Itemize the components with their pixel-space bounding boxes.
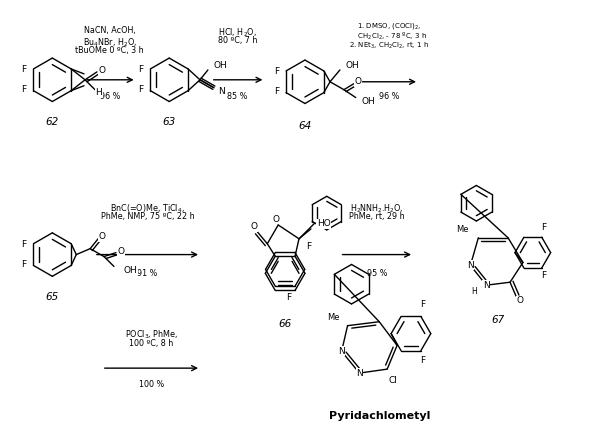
Text: OH: OH bbox=[346, 62, 359, 70]
Text: 85 %: 85 % bbox=[227, 92, 248, 101]
Text: POCl$_3$, PhMe,: POCl$_3$, PhMe, bbox=[125, 329, 178, 341]
Text: Me: Me bbox=[456, 225, 469, 234]
Text: F: F bbox=[541, 223, 546, 232]
Text: OH: OH bbox=[214, 62, 227, 70]
Text: O: O bbox=[98, 232, 106, 241]
Text: Pyridachlometyl: Pyridachlometyl bbox=[329, 411, 430, 420]
Text: N: N bbox=[467, 261, 474, 270]
Text: H$_2$NNH$_2$.H$_2$O,: H$_2$NNH$_2$.H$_2$O, bbox=[350, 202, 404, 215]
Text: 64: 64 bbox=[298, 121, 311, 131]
Text: F: F bbox=[22, 66, 26, 74]
Text: 65: 65 bbox=[46, 292, 59, 302]
Text: O: O bbox=[354, 77, 361, 86]
Text: 63: 63 bbox=[163, 117, 176, 127]
Text: Bu$_4$NBr, H$_2$O,: Bu$_4$NBr, H$_2$O, bbox=[83, 36, 137, 49]
Text: F: F bbox=[420, 356, 425, 365]
Text: BnC(=O)Me, TiCl$_4$,: BnC(=O)Me, TiCl$_4$, bbox=[110, 202, 185, 215]
Text: 80 ºC, 7 h: 80 ºC, 7 h bbox=[218, 36, 257, 45]
Text: N: N bbox=[338, 347, 345, 356]
Text: F: F bbox=[274, 67, 279, 76]
Text: PhMe, NMP, 75 ºC, 22 h: PhMe, NMP, 75 ºC, 22 h bbox=[101, 212, 194, 221]
Text: F: F bbox=[138, 66, 143, 74]
Text: H: H bbox=[95, 88, 103, 97]
Text: O: O bbox=[273, 214, 280, 224]
Text: tBuOMe 0 ºC, 3 h: tBuOMe 0 ºC, 3 h bbox=[76, 46, 144, 55]
Text: N: N bbox=[483, 281, 490, 290]
Text: F: F bbox=[307, 242, 311, 251]
Text: 67: 67 bbox=[491, 315, 505, 325]
Text: 96 %: 96 % bbox=[100, 92, 120, 101]
Text: 100 ºC, 8 h: 100 ºC, 8 h bbox=[129, 338, 173, 347]
Text: F: F bbox=[541, 272, 546, 280]
Text: N: N bbox=[356, 369, 363, 377]
Text: 2. NEt$_3$, CH$_2$Cl$_2$, rt, 1 h: 2. NEt$_3$, CH$_2$Cl$_2$, rt, 1 h bbox=[349, 40, 429, 51]
Text: H: H bbox=[472, 287, 477, 295]
Text: 100 %: 100 % bbox=[139, 380, 164, 389]
Text: F: F bbox=[287, 292, 292, 302]
Text: OH: OH bbox=[362, 97, 376, 106]
Text: Me: Me bbox=[327, 313, 340, 322]
Text: F: F bbox=[22, 85, 26, 94]
Text: O: O bbox=[517, 296, 523, 306]
Text: F: F bbox=[22, 240, 26, 249]
Text: 96 %: 96 % bbox=[379, 92, 400, 101]
Text: 95 %: 95 % bbox=[367, 269, 388, 278]
Text: Cl: Cl bbox=[389, 377, 398, 385]
Text: 91 %: 91 % bbox=[137, 269, 158, 278]
Text: F: F bbox=[420, 300, 425, 309]
Text: N: N bbox=[218, 87, 224, 96]
Text: NaCN, AcOH,: NaCN, AcOH, bbox=[84, 27, 136, 35]
Text: O: O bbox=[118, 247, 124, 256]
Text: F: F bbox=[138, 85, 143, 94]
Text: HO: HO bbox=[317, 219, 331, 229]
Text: OH: OH bbox=[124, 266, 137, 275]
Text: F: F bbox=[22, 260, 26, 269]
Text: PhMe, rt, 29 h: PhMe, rt, 29 h bbox=[349, 212, 405, 221]
Text: CH$_2$Cl$_2$, - 78 ºC, 3 h: CH$_2$Cl$_2$, - 78 ºC, 3 h bbox=[351, 31, 427, 42]
Text: O: O bbox=[251, 222, 258, 231]
Text: 62: 62 bbox=[46, 117, 59, 127]
Text: 1. DMSO, (COCl)$_2$,: 1. DMSO, (COCl)$_2$, bbox=[357, 20, 421, 31]
Text: O: O bbox=[98, 66, 106, 75]
Text: 66: 66 bbox=[278, 319, 292, 329]
Text: F: F bbox=[274, 87, 279, 96]
Text: HCl, H$_2$O,: HCl, H$_2$O, bbox=[218, 27, 257, 39]
